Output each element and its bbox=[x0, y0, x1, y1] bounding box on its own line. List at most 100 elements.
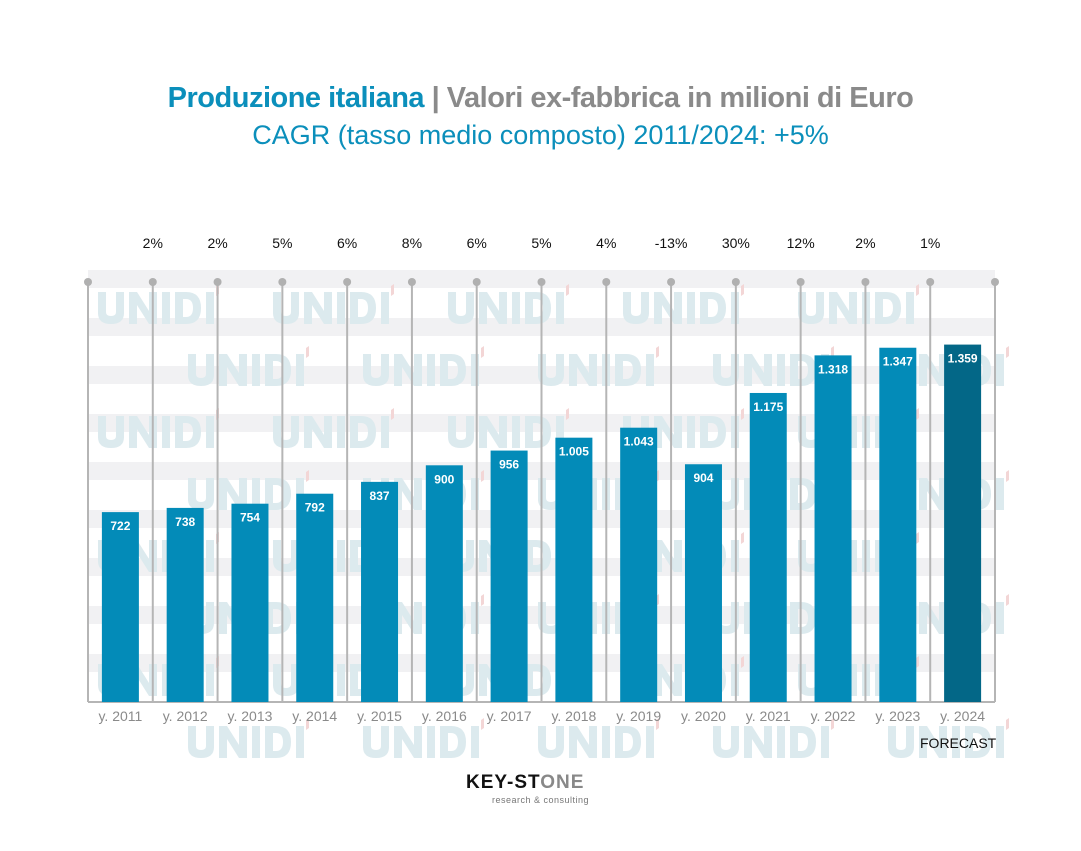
growth-label: 5% bbox=[531, 235, 551, 251]
watermark-accent-shape bbox=[1006, 346, 1009, 358]
divider-dot bbox=[796, 278, 805, 286]
watermark-accent-shape bbox=[481, 470, 484, 482]
watermark-accent-shape bbox=[566, 408, 569, 420]
x-tick-label: y. 2016 bbox=[422, 708, 467, 724]
x-tick-label: y. 2022 bbox=[811, 708, 856, 724]
watermark-letter-shape bbox=[512, 292, 520, 324]
growth-label: 12% bbox=[787, 235, 815, 251]
watermark-letter-shape bbox=[821, 726, 829, 758]
watermark-letter-shape bbox=[996, 478, 1004, 510]
watermark-letter-shape bbox=[744, 354, 772, 386]
watermark-letter-shape bbox=[471, 726, 479, 758]
data-label: 792 bbox=[305, 501, 325, 515]
growth-label: 2% bbox=[143, 235, 163, 251]
keystone-logo: KEY-STONE research & consulting bbox=[466, 772, 590, 805]
watermark-letter-shape bbox=[440, 354, 466, 386]
data-label: 1.359 bbox=[948, 352, 978, 366]
watermark-letter-shape bbox=[744, 726, 772, 758]
chart-subtitle: CAGR (tasso medio composto) 2011/2024: +… bbox=[252, 120, 829, 150]
x-tick-label: y. 2024 bbox=[940, 708, 985, 724]
watermark-unidi-logo bbox=[98, 284, 219, 324]
watermark-letter-shape bbox=[440, 726, 466, 758]
watermark-accent-shape bbox=[481, 718, 484, 730]
watermark-accent-shape bbox=[741, 656, 744, 668]
growth-label: 6% bbox=[467, 235, 487, 251]
watermark-letter-shape bbox=[162, 292, 170, 324]
watermark-accent-shape bbox=[306, 470, 309, 482]
watermark-accent-shape bbox=[916, 532, 919, 544]
data-label: 738 bbox=[175, 515, 195, 529]
watermark-letter-shape bbox=[654, 540, 682, 572]
watermark-letter-shape bbox=[777, 726, 785, 758]
watermark-letter-shape bbox=[654, 664, 682, 696]
data-label: 904 bbox=[693, 471, 713, 485]
watermark-letter-shape bbox=[363, 726, 389, 758]
watermark-letter-shape bbox=[296, 354, 304, 386]
divider-dot bbox=[926, 278, 935, 286]
watermark-letter-shape bbox=[98, 292, 124, 324]
data-label: 1.175 bbox=[753, 400, 783, 414]
watermark-unidi-logo bbox=[713, 346, 834, 386]
watermark-letter-shape bbox=[790, 478, 816, 510]
bar bbox=[684, 464, 722, 702]
watermark-letter-shape bbox=[996, 602, 1004, 634]
watermark-letter-shape bbox=[471, 478, 479, 510]
title-main: Produzione italiana bbox=[167, 82, 425, 114]
bar bbox=[231, 503, 269, 702]
bar bbox=[749, 392, 787, 702]
growth-label: 2% bbox=[207, 235, 227, 251]
bar bbox=[425, 465, 463, 702]
watermark-accent-shape bbox=[1006, 470, 1009, 482]
data-label: 754 bbox=[240, 511, 260, 525]
watermark-letter-shape bbox=[273, 292, 299, 324]
title-secondary: | Valori ex-fabbrica in milioni di Euro bbox=[424, 82, 914, 114]
divider-dot bbox=[84, 278, 92, 286]
watermark-letter-shape bbox=[219, 478, 247, 510]
watermark-letter-shape bbox=[569, 354, 597, 386]
watermark-accent-shape bbox=[1006, 718, 1009, 730]
watermark-letter-shape bbox=[273, 540, 299, 572]
watermark-letter-shape bbox=[556, 292, 564, 324]
watermark-letter-shape bbox=[265, 354, 291, 386]
watermark-accent-shape bbox=[656, 718, 659, 730]
bar bbox=[879, 347, 917, 702]
chart-title: Produzione italiana | Valori ex-fabbrica… bbox=[0, 82, 1081, 115]
watermark-letter-shape bbox=[206, 416, 214, 448]
watermark-letter-shape bbox=[569, 726, 597, 758]
watermark-unidi-logo bbox=[448, 284, 569, 324]
watermark-letter-shape bbox=[996, 354, 1004, 386]
x-tick-label: y. 2018 bbox=[551, 708, 596, 724]
watermark-letter-shape bbox=[538, 726, 564, 758]
watermark-letter-shape bbox=[175, 292, 201, 324]
watermark-letter-shape bbox=[337, 540, 345, 572]
watermark-letter-shape bbox=[394, 602, 422, 634]
growth-label: 6% bbox=[337, 235, 357, 251]
watermark-letter-shape bbox=[273, 664, 299, 696]
growth-label: 1% bbox=[920, 235, 940, 251]
divider-dot bbox=[148, 278, 157, 286]
watermark-accent-shape bbox=[566, 284, 569, 296]
watermark-letter-shape bbox=[713, 726, 739, 758]
x-tick-label: y. 2011 bbox=[98, 708, 142, 724]
divider-dot bbox=[472, 278, 481, 286]
watermark-letter-shape bbox=[162, 416, 170, 448]
watermark-letter-shape bbox=[538, 354, 564, 386]
growth-label: 2% bbox=[855, 235, 875, 251]
watermark-accent-shape bbox=[481, 594, 484, 606]
watermark-unidi-logo bbox=[188, 718, 309, 758]
watermark-letter-shape bbox=[602, 726, 610, 758]
watermark-letter-shape bbox=[448, 292, 474, 324]
x-tick-label: y. 2020 bbox=[681, 708, 726, 724]
watermark-letter-shape bbox=[687, 292, 695, 324]
divider-dot bbox=[861, 278, 870, 286]
watermark-letter-shape bbox=[337, 292, 345, 324]
watermark-letter-shape bbox=[265, 602, 291, 634]
data-label: 1.318 bbox=[818, 362, 848, 376]
watermark-letter-shape bbox=[919, 354, 947, 386]
watermark-accent-shape bbox=[831, 346, 834, 358]
watermark-letter-shape bbox=[952, 726, 960, 758]
data-label: 900 bbox=[434, 472, 454, 486]
watermark-accent-shape bbox=[741, 408, 744, 420]
watermark-letter-shape bbox=[129, 292, 157, 324]
